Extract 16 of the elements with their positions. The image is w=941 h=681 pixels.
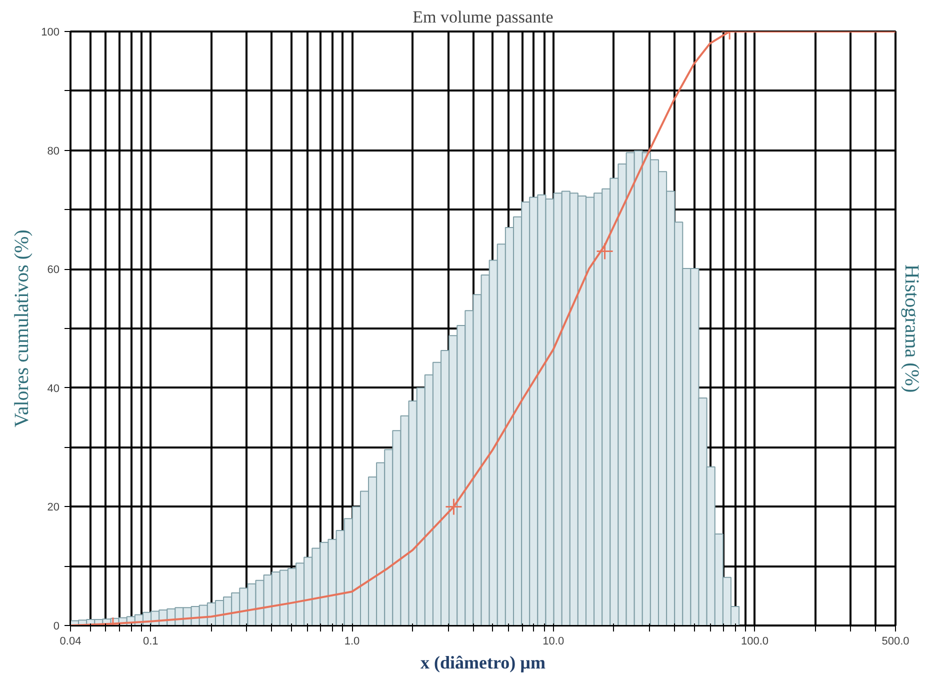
y-tick-label: 20 xyxy=(47,502,60,514)
x-tick-label: 500.0 xyxy=(882,636,910,648)
x-tick-label: 10.0 xyxy=(542,636,564,648)
chart-title: Em volume passante xyxy=(412,8,554,26)
y-axis-title: Valores cumulativos (%) xyxy=(11,230,34,428)
y-tick-label: 100 xyxy=(41,26,60,38)
y-tick-label: 60 xyxy=(47,264,60,276)
y-tick-label: 0 xyxy=(53,620,60,632)
x-tick-label: 1.0 xyxy=(344,636,360,648)
x-tick-label: 100.0 xyxy=(740,636,769,648)
y2-axis-title: Histograma (%) xyxy=(900,264,922,393)
y-tick-label: 80 xyxy=(47,145,60,158)
y-tick-label: 40 xyxy=(47,382,60,395)
x-axis-title: x (diâmetro) µm xyxy=(420,652,546,672)
x-tick-label: 0.1 xyxy=(142,636,158,648)
x-tick-label: 0.04 xyxy=(60,636,82,648)
